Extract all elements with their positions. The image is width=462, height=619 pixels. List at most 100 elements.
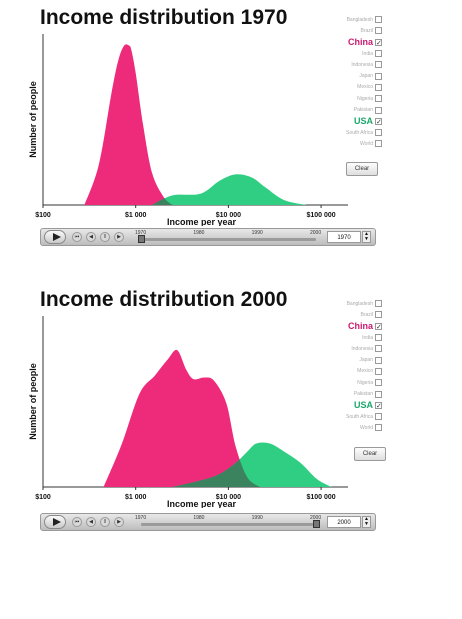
series-area-usa — [172, 442, 332, 487]
legend-item-japan[interactable]: Japan — [330, 354, 382, 365]
checkbox[interactable] — [375, 50, 382, 58]
legend-label: China — [347, 321, 373, 332]
series-area-china — [103, 349, 261, 487]
step-forward-icon[interactable]: ▶ — [114, 232, 124, 242]
legend-label: Nigeria — [357, 95, 373, 102]
legend-item-nigeria[interactable]: Nigeria — [330, 377, 382, 388]
income-chart-2000: $100 $1 000 $10 000 $100 000 Income per year… — [28, 316, 348, 508]
timeline-knob[interactable] — [138, 235, 145, 243]
legend-item-china[interactable]: China ✓ — [330, 37, 382, 48]
checkbox[interactable] — [375, 424, 382, 432]
legend-item-indonesia[interactable]: Indonesia — [330, 343, 382, 354]
legend-label: Mexico — [357, 84, 373, 91]
timeline-track[interactable] — [141, 238, 316, 241]
clear-button[interactable]: Clear — [346, 162, 378, 176]
legend-item-world[interactable]: World — [330, 422, 382, 433]
legend-label: China — [347, 37, 373, 48]
play-icon[interactable] — [44, 515, 66, 529]
legend-label: World — [360, 140, 373, 147]
legend-label: Brazil — [360, 27, 373, 34]
year-input[interactable]: 1970 — [327, 231, 361, 243]
x-tick-label: $100 — [35, 212, 51, 219]
checkbox[interactable] — [375, 334, 382, 342]
legend-item-indonesia[interactable]: Indonesia — [330, 59, 382, 70]
pause-icon[interactable]: ‖ — [100, 232, 110, 242]
chart-title: Income distribution 2000 — [40, 288, 288, 311]
checked-checkbox[interactable]: ✓ — [375, 401, 382, 410]
legend-item-south-africa[interactable]: South Africa — [330, 411, 382, 422]
clear-button[interactable]: Clear — [354, 447, 386, 461]
series-area-usa — [152, 174, 307, 205]
legend-label: Indonesia — [351, 61, 373, 68]
checkbox[interactable] — [375, 311, 382, 319]
checkbox[interactable] — [375, 413, 382, 421]
legend-item-china[interactable]: China ✓ — [330, 321, 382, 332]
legend-item-world[interactable]: World — [330, 138, 382, 149]
checked-checkbox[interactable]: ✓ — [375, 117, 382, 126]
checkbox[interactable] — [375, 16, 382, 24]
income-chart-1970: $100 $1 000 $10 000 $100 000 Income per year… — [28, 34, 348, 226]
checkbox[interactable] — [375, 390, 382, 398]
legend-item-nigeria[interactable]: Nigeria — [330, 93, 382, 104]
checkbox[interactable] — [375, 27, 382, 35]
timeline-tick-label: 1990 — [251, 515, 263, 521]
checkbox[interactable] — [375, 356, 382, 364]
legend-label: Pakistan — [353, 107, 373, 114]
x-tick-label: $10 000 — [216, 212, 241, 219]
legend-item-bangladesh[interactable]: Bangladesh — [330, 14, 382, 25]
legend-item-mexico[interactable]: Mexico — [330, 366, 382, 377]
legend-item-pakistan[interactable]: Pakistan — [330, 388, 382, 399]
step-back-icon[interactable]: ◀ — [86, 517, 96, 527]
x-tick-label: $1 000 — [125, 494, 147, 501]
checkbox[interactable] — [375, 345, 382, 353]
checkbox[interactable] — [375, 367, 382, 375]
x-axis-label: Income per year — [167, 499, 237, 508]
checked-checkbox[interactable]: ✓ — [375, 322, 382, 331]
checkbox[interactable] — [375, 379, 382, 387]
legend-item-india[interactable]: India — [330, 332, 382, 343]
legend-item-brazil[interactable]: Brazil — [330, 309, 382, 320]
spinner-icon[interactable]: ▲ ▼ — [362, 516, 371, 528]
timeline-tick-label: 1990 — [251, 230, 263, 236]
timeline-tick-label: 1970 — [135, 515, 147, 521]
checkbox[interactable] — [375, 300, 382, 308]
checkbox[interactable] — [375, 95, 382, 103]
step-forward-icon[interactable]: ▶ — [114, 517, 124, 527]
checkbox[interactable] — [375, 61, 382, 69]
checkbox[interactable] — [375, 140, 382, 148]
timeline-tick-label: 1980 — [193, 515, 205, 521]
timeline-tick-label: 2000 — [310, 515, 322, 521]
timeline-track[interactable] — [141, 523, 316, 526]
legend-item-usa[interactable]: USA ✓ — [330, 116, 382, 127]
x-tick-label: $100 000 — [306, 212, 335, 219]
legend-item-usa[interactable]: USA ✓ — [330, 400, 382, 411]
checkbox[interactable] — [375, 83, 382, 91]
legend-item-pakistan[interactable]: Pakistan — [330, 104, 382, 115]
step-back-icon[interactable]: ◀ — [86, 232, 96, 242]
x-tick-label: $100 000 — [306, 494, 335, 501]
legend-item-south-africa[interactable]: South Africa — [330, 127, 382, 138]
pause-icon[interactable]: ‖ — [100, 517, 110, 527]
legend-label: USA — [353, 400, 373, 411]
legend-label: USA — [353, 116, 373, 127]
year-input[interactable]: 2000 — [327, 516, 361, 528]
checkbox[interactable] — [375, 129, 382, 137]
legend-item-mexico[interactable]: Mexico — [330, 82, 382, 93]
legend-item-japan[interactable]: Japan — [330, 70, 382, 81]
legend-label: Bangladesh — [346, 300, 373, 307]
checkbox[interactable] — [375, 72, 382, 80]
y-axis-label: Number of people — [28, 81, 38, 158]
checkbox[interactable] — [375, 106, 382, 114]
legend-item-india[interactable]: India — [330, 48, 382, 59]
chart-panel-2000: Income distribution 2000 $100 $1 000 $10 0… — [0, 282, 462, 544]
skip-back-icon[interactable]: ⏮ — [72, 517, 82, 527]
timeline-tick-label: 1970 — [135, 230, 147, 236]
chart-title: Income distribution 1970 — [40, 6, 288, 29]
checked-checkbox[interactable]: ✓ — [375, 38, 382, 47]
skip-back-icon[interactable]: ⏮ — [72, 232, 82, 242]
timeline-knob[interactable] — [313, 520, 320, 528]
legend-item-brazil[interactable]: Brazil — [330, 25, 382, 36]
spinner-icon[interactable]: ▲ ▼ — [362, 231, 371, 243]
play-icon[interactable] — [44, 230, 66, 244]
legend-item-bangladesh[interactable]: Bangladesh — [330, 298, 382, 309]
